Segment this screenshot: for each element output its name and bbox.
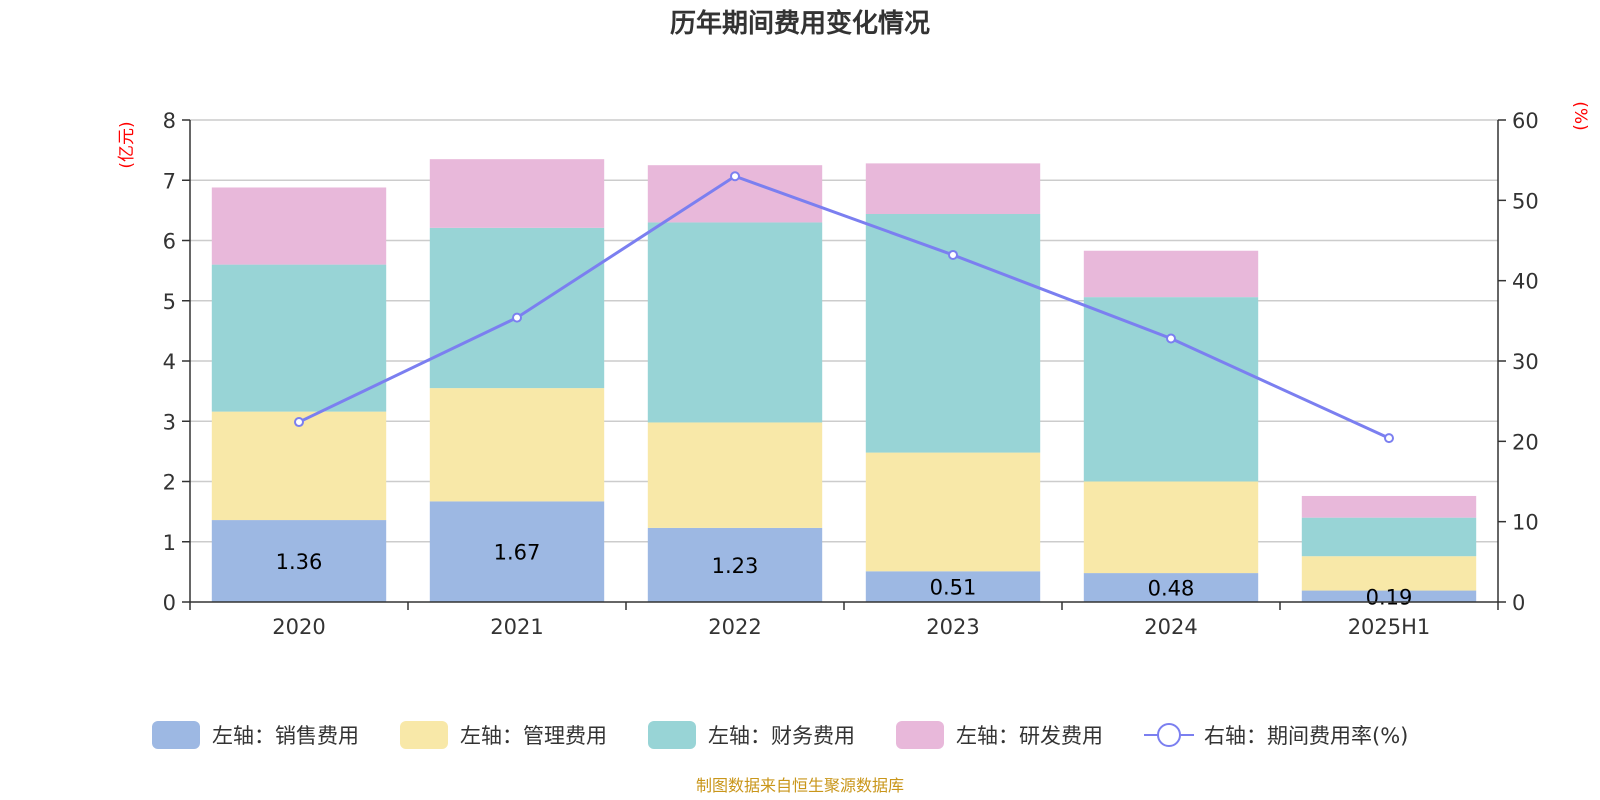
bar-2024-series-1 — [1083, 481, 1259, 574]
right-axis-tick-label: 50 — [1512, 189, 1539, 213]
source-note: 制图数据来自恒生聚源数据库 — [696, 776, 904, 795]
left-axis-tick-label: 6 — [163, 230, 176, 254]
bar-2025H1-series-3 — [1301, 495, 1477, 518]
bar-series — [211, 159, 1477, 602]
bar-2024-series-3 — [1083, 250, 1259, 298]
legend: 左轴：销售费用 左轴：管理费用 左轴：财务费用 左轴：研发费用 右轴：期间费用率(%) — [152, 721, 1408, 749]
bar-2025H1-series-2 — [1301, 517, 1477, 557]
data-labels: 1.36 1.67 1.23 0.51 0.48 0.19 — [276, 541, 1413, 610]
left-axis-tick-label: 1 — [163, 531, 176, 555]
right-axis-unit: (%) — [1570, 101, 1590, 130]
legend-swatch — [648, 721, 696, 749]
rate-point-2025H1 — [1384, 433, 1394, 444]
bar-2022-series-2 — [647, 222, 823, 423]
left-axis-tick-label: 3 — [163, 410, 176, 434]
axes: 0 1 2 3 4 5 6 7 8 0 10 20 30 40 50 60 2020 2021 2022 2023 20… — [163, 109, 1539, 639]
left-axis-tick-label: 0 — [163, 591, 176, 615]
bar-2021-series-3 — [429, 159, 605, 228]
rate-line — [298, 174, 1390, 440]
bar-2024-series-0 — [1083, 573, 1259, 602]
bar-2021-series-1 — [429, 388, 605, 502]
rate-line-series — [294, 171, 1394, 444]
left-axis-tick-label: 5 — [163, 290, 176, 314]
right-axis-tick-label: 20 — [1512, 430, 1539, 454]
rate-point-2021 — [512, 312, 522, 323]
bar-2020-series-2 — [211, 264, 387, 412]
bar-2020-series-0 — [211, 520, 387, 602]
rate-point-2022 — [730, 171, 740, 182]
legend-marker — [1157, 723, 1181, 747]
data-label: 0.48 — [1148, 577, 1195, 601]
legend-label: 左轴：财务费用 — [708, 724, 855, 748]
bar-2020-series-1 — [211, 411, 387, 521]
rate-point-2024 — [1166, 333, 1176, 344]
left-axis-tick-label: 4 — [163, 350, 176, 374]
bar-2023-series-3 — [865, 163, 1041, 214]
legend-label: 左轴：管理费用 — [460, 724, 607, 748]
grid-lines — [190, 119, 1498, 543]
right-axis-tick-label: 0 — [1512, 591, 1525, 615]
legend-swatch — [896, 721, 944, 749]
left-axis-tick-label: 7 — [163, 169, 176, 193]
x-axis-tick-label: 2023 — [926, 615, 979, 639]
right-axis-tick-label: 40 — [1512, 270, 1539, 294]
bar-2024-series-2 — [1083, 297, 1259, 482]
left-axis-unit: (亿元) — [117, 121, 137, 168]
bar-2022-series-0 — [647, 527, 823, 602]
data-label: 1.36 — [276, 550, 323, 574]
x-axis-tick-label: 2022 — [708, 615, 761, 639]
bar-2023-series-2 — [865, 213, 1041, 453]
data-label: 0.51 — [930, 576, 977, 600]
x-axis-tick-label: 2020 — [272, 615, 325, 639]
data-label: 1.23 — [712, 554, 759, 578]
bar-2022-series-1 — [647, 422, 823, 528]
x-axis-tick-label: 2024 — [1144, 615, 1197, 639]
bar-2020-series-3 — [211, 187, 387, 265]
x-axis-tick-label: 2025H1 — [1348, 615, 1431, 639]
rate-point-2020 — [294, 417, 304, 428]
bar-2023-series-1 — [865, 452, 1041, 572]
bar-2021-series-2 — [429, 227, 605, 389]
data-label: 1.67 — [494, 541, 541, 565]
legend-label: 左轴：研发费用 — [956, 724, 1103, 748]
left-axis-tick-label: 8 — [163, 109, 176, 133]
bar-2025H1-series-0 — [1301, 590, 1477, 602]
right-axis-tick-label: 60 — [1512, 109, 1539, 133]
x-axis-tick-label: 2021 — [490, 615, 543, 639]
rate-point-2023 — [948, 249, 958, 260]
data-label: 0.19 — [1366, 585, 1413, 609]
left-axis-tick-label: 2 — [163, 471, 176, 495]
legend-swatch — [152, 721, 200, 749]
chart-title: 历年期间费用变化情况 — [670, 8, 930, 39]
right-axis-tick-label: 10 — [1512, 511, 1539, 535]
right-axis-tick-label: 30 — [1512, 350, 1539, 374]
bar-2021-series-0 — [429, 501, 605, 602]
legend-label: 右轴：期间费用率(%) — [1204, 724, 1408, 748]
bar-2025H1-series-1 — [1301, 556, 1477, 591]
legend-swatch — [400, 721, 448, 749]
bar-2023-series-0 — [865, 571, 1041, 602]
legend-label: 左轴：销售费用 — [212, 724, 359, 748]
